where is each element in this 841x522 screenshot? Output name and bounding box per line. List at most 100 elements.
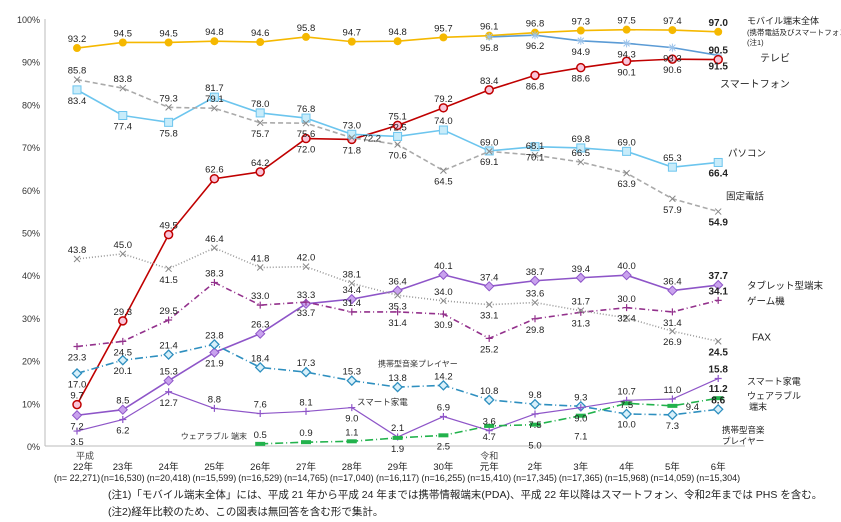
data-label: 66.5 (572, 148, 591, 159)
data-point (531, 31, 539, 40)
data-point (394, 141, 401, 148)
data-label: 10.0 (617, 419, 636, 430)
data-point (347, 37, 356, 46)
data-label: 11.2 (709, 384, 728, 395)
data-label: 15.3 (159, 367, 178, 378)
data-point (301, 440, 311, 445)
data-label: 94.7 (343, 28, 362, 39)
series-line (489, 34, 719, 57)
legend-game: ゲーム機 (747, 295, 785, 307)
data-label: 18.4 (251, 353, 270, 364)
data-point (211, 104, 218, 112)
data-point (484, 423, 495, 428)
data-label: 24.5 (114, 347, 133, 358)
data-label: 30.0 (617, 294, 636, 305)
data-point (163, 375, 174, 386)
x-tick-n: (n=15,410) (467, 473, 511, 483)
data-point (622, 39, 631, 48)
data-label: 35.3 (388, 301, 407, 312)
data-label: 30.9 (434, 320, 453, 331)
data-point (256, 119, 264, 127)
data-point (668, 308, 676, 316)
data-point (577, 158, 585, 166)
data-point (392, 381, 404, 393)
data-point (622, 146, 632, 156)
data-point (438, 433, 449, 438)
data-point (666, 409, 678, 421)
data-label: 69.8 (572, 134, 591, 145)
data-label: 21.4 (159, 341, 178, 352)
data-label: 78.0 (251, 99, 270, 110)
data-label: 70.6 (388, 151, 407, 162)
data-label: 36.4 (388, 277, 407, 288)
data-point (713, 157, 723, 167)
data-point (438, 125, 448, 135)
footnote-2: (注2)経年比較のため、この図表は無回答を含む形で集計。 (108, 506, 384, 518)
data-point (73, 343, 81, 351)
data-point (668, 395, 676, 403)
data-point (576, 62, 586, 73)
data-point (440, 167, 447, 174)
data-point (119, 84, 127, 92)
data-label: 31.7 (572, 297, 591, 308)
y-tick-label: 20% (22, 357, 40, 367)
data-label: 33.3 (297, 290, 316, 301)
data-point (210, 37, 219, 46)
data-point (438, 103, 449, 113)
data-label: 69.0 (480, 137, 499, 148)
data-label: 9.3 (574, 392, 587, 403)
data-point (210, 404, 218, 412)
data-label: 45.0 (114, 240, 133, 251)
data-label: 8.6 (711, 395, 725, 406)
legend-music-1: 携帯型音楽 (722, 425, 765, 435)
data-point (301, 113, 311, 123)
annotation-smarthome: スマート家電 (357, 397, 408, 407)
data-label: 94.9 (572, 47, 591, 58)
data-point (256, 301, 264, 309)
data-label: 97.5 (617, 16, 636, 27)
data-point (392, 120, 403, 131)
data-point (714, 338, 722, 345)
x-tick-label: 23年 (113, 461, 134, 473)
data-point (209, 92, 219, 102)
y-tick-label: 90% (22, 58, 40, 68)
data-label: 69.0 (617, 137, 636, 148)
legend-mobile-note: (注1) (747, 37, 764, 47)
data-label: 46.4 (205, 234, 224, 245)
data-label: 15.8 (708, 365, 728, 376)
data-label: 29.5 (159, 306, 178, 317)
data-label: 41.5 (159, 275, 178, 286)
data-label: 20.1 (114, 366, 133, 377)
data-label: 8.5 (116, 396, 129, 407)
x-tick-n: (n=20,418) (147, 473, 191, 483)
data-label: 33.7 (297, 308, 316, 319)
data-point (302, 119, 310, 127)
data-point (668, 26, 677, 35)
data-point (393, 37, 402, 46)
annotation-music-player: 携帯型音楽プレイヤー (378, 359, 458, 369)
legend-fixed-phone: 固定電話 (726, 191, 765, 203)
data-label: 95.8 (480, 43, 499, 54)
data-point (621, 269, 632, 281)
data-point (712, 279, 724, 291)
data-label: 94.6 (251, 28, 270, 39)
data-point (439, 413, 447, 421)
data-point (346, 293, 358, 305)
x-tick-label: 3年 (573, 461, 588, 473)
x-tick-label: 4年 (619, 461, 634, 473)
data-label: 91.5 (708, 61, 728, 72)
data-point (714, 27, 723, 36)
x-tick-n: (n=14,765) (284, 473, 328, 483)
data-label: 9.0 (345, 414, 358, 425)
data-label: 26.3 (251, 320, 270, 331)
data-label: 9.7 (70, 391, 83, 402)
y-tick-label: 10% (22, 399, 40, 409)
data-label: 94.5 (114, 28, 133, 39)
x-tick-label: 29年 (388, 461, 409, 473)
data-point (117, 354, 129, 366)
x-tick-era: 令和 (480, 450, 498, 461)
data-point (73, 44, 81, 53)
data-label: 21.9 (205, 358, 224, 369)
data-label: 72.5 (388, 122, 407, 133)
data-point (714, 375, 722, 383)
